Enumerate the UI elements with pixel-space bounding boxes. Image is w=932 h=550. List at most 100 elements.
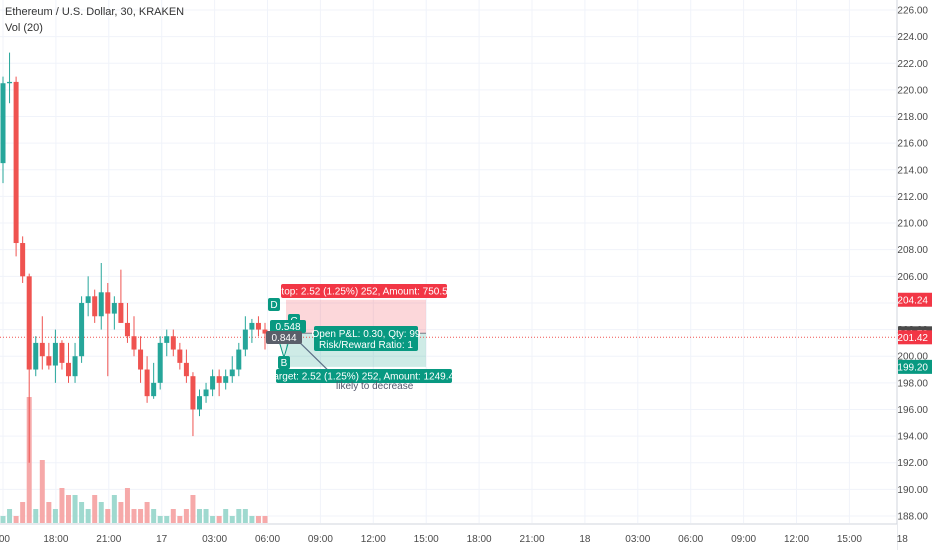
price-tick: 192.00 bbox=[897, 458, 928, 469]
target-label-bg bbox=[276, 369, 452, 383]
time-tick: 12:00 bbox=[784, 534, 809, 545]
time-tick: 18 bbox=[579, 534, 591, 545]
time-axis[interactable]: :00 18:00 21:00 17 03:00 06:00 09:00 12:00 15:00… bbox=[0, 523, 909, 550]
time-tick: 06:00 bbox=[678, 534, 703, 545]
stop-label-bg bbox=[281, 284, 447, 298]
candle-body bbox=[111, 302, 117, 314]
volume-bar bbox=[33, 509, 39, 523]
volume-bar bbox=[144, 502, 150, 523]
price-tick: 206.00 bbox=[897, 272, 928, 283]
candle-body bbox=[197, 396, 202, 410]
last-price-tag-bg bbox=[898, 330, 932, 345]
pattern-label-d-text: D bbox=[270, 300, 277, 311]
price-tick: 216.00 bbox=[897, 139, 928, 150]
volume-bar bbox=[52, 509, 58, 523]
time-tick: 03:00 bbox=[202, 534, 227, 545]
volume-bar bbox=[59, 488, 65, 523]
candle-body bbox=[203, 389, 209, 397]
stop-price-tag-bg bbox=[898, 292, 932, 307]
price-tick: 224.00 bbox=[897, 32, 928, 43]
pattern-label-d: D bbox=[268, 298, 280, 311]
volume-bar bbox=[197, 509, 202, 523]
candle-body bbox=[98, 292, 104, 317]
time-tick: 18 bbox=[897, 534, 909, 545]
volume-bar bbox=[79, 502, 85, 523]
candle-body bbox=[59, 342, 65, 363]
volume-bar bbox=[223, 509, 229, 523]
volume-bar bbox=[118, 502, 124, 523]
pattern-ratio-top-text: 0.548 bbox=[275, 322, 300, 333]
price-tick: 212.00 bbox=[897, 192, 928, 203]
volume-bar bbox=[111, 495, 117, 523]
price-axis-bg bbox=[897, 0, 932, 550]
time-tick: 18:00 bbox=[467, 534, 492, 545]
candle-body bbox=[242, 329, 248, 350]
candle-body bbox=[210, 376, 216, 390]
volume-bar bbox=[190, 495, 196, 523]
time-tick: 09:00 bbox=[308, 534, 333, 545]
volume-bar bbox=[177, 516, 183, 523]
volume-bar bbox=[164, 516, 170, 523]
pattern-ratio-mid-bg bbox=[266, 331, 302, 344]
candle-body bbox=[144, 369, 150, 397]
last-price-tag: 201.42 bbox=[897, 330, 932, 345]
price-tick: 190.00 bbox=[897, 485, 928, 496]
price-tick: 220.00 bbox=[897, 85, 928, 96]
pattern-label-d-bg bbox=[268, 298, 280, 311]
candle-body bbox=[151, 382, 157, 397]
candle-body bbox=[164, 336, 170, 343]
risk-reward-text: Risk/Reward Ratio: 1 bbox=[319, 340, 413, 351]
candle-body bbox=[66, 362, 71, 377]
volume-bar bbox=[7, 509, 13, 523]
price-tick: 226.00 bbox=[897, 6, 928, 17]
candle-body bbox=[7, 81, 13, 84]
grid bbox=[0, 0, 903, 523]
volume-bar bbox=[138, 509, 144, 523]
candle-body bbox=[39, 342, 45, 357]
price-axis[interactable]: 188.00 190.00 192.00 194.00 196.00 198.00 200.… bbox=[896, 0, 932, 550]
time-tick: 21:00 bbox=[96, 534, 121, 545]
time-tick: 15:00 bbox=[837, 534, 862, 545]
volume-bar bbox=[151, 509, 157, 523]
price-tick: 194.00 bbox=[897, 432, 928, 443]
volume-bar bbox=[72, 495, 78, 523]
pattern-ratio-mid: 0.844 bbox=[266, 331, 302, 344]
stop-price-tag-text: 204.24 bbox=[897, 295, 928, 306]
target-price-tag-bg bbox=[898, 359, 932, 374]
volume-bar bbox=[183, 509, 189, 523]
time-tick: 21:00 bbox=[519, 534, 544, 545]
candle-body bbox=[131, 336, 137, 350]
candle-body bbox=[170, 336, 176, 350]
volume-bar bbox=[92, 495, 98, 523]
candle-body bbox=[177, 349, 183, 363]
price-tick: 188.00 bbox=[897, 512, 928, 523]
price-tick: 214.00 bbox=[897, 165, 928, 176]
candles bbox=[0, 52, 268, 463]
pattern-label-b-text: B bbox=[281, 358, 288, 369]
time-tick: 03:00 bbox=[625, 534, 650, 545]
candle-body bbox=[105, 292, 111, 314]
candle-body bbox=[138, 349, 144, 370]
time-tick: 06:00 bbox=[255, 534, 280, 545]
volume-bar bbox=[236, 509, 242, 523]
candle-body bbox=[249, 322, 255, 330]
candle-body bbox=[190, 376, 196, 410]
pnl-text: Open P&L: 0.30, Qty: 99 bbox=[312, 329, 421, 340]
volume-bar bbox=[85, 509, 91, 523]
pnl-box-bg bbox=[314, 326, 418, 351]
chart-title: Ethereum / U.S. Dollar, 30, KRAKEN bbox=[5, 6, 184, 18]
volume-bars bbox=[0, 397, 268, 523]
pattern-ratio-mid-text: 0.844 bbox=[271, 333, 296, 344]
volume-bar bbox=[216, 516, 222, 523]
time-tick: 09:00 bbox=[731, 534, 756, 545]
candle-body bbox=[229, 369, 235, 377]
volume-bar bbox=[242, 509, 248, 523]
volume-bar bbox=[124, 488, 130, 523]
time-tick: 12:00 bbox=[361, 534, 386, 545]
target-label: Target: 2.52 (1.25%) 252, Amount: 1249.4… bbox=[268, 369, 460, 383]
candle-body bbox=[0, 83, 6, 164]
volume-bar bbox=[157, 516, 163, 523]
target-price-tag-text: 199.20 bbox=[897, 362, 928, 373]
